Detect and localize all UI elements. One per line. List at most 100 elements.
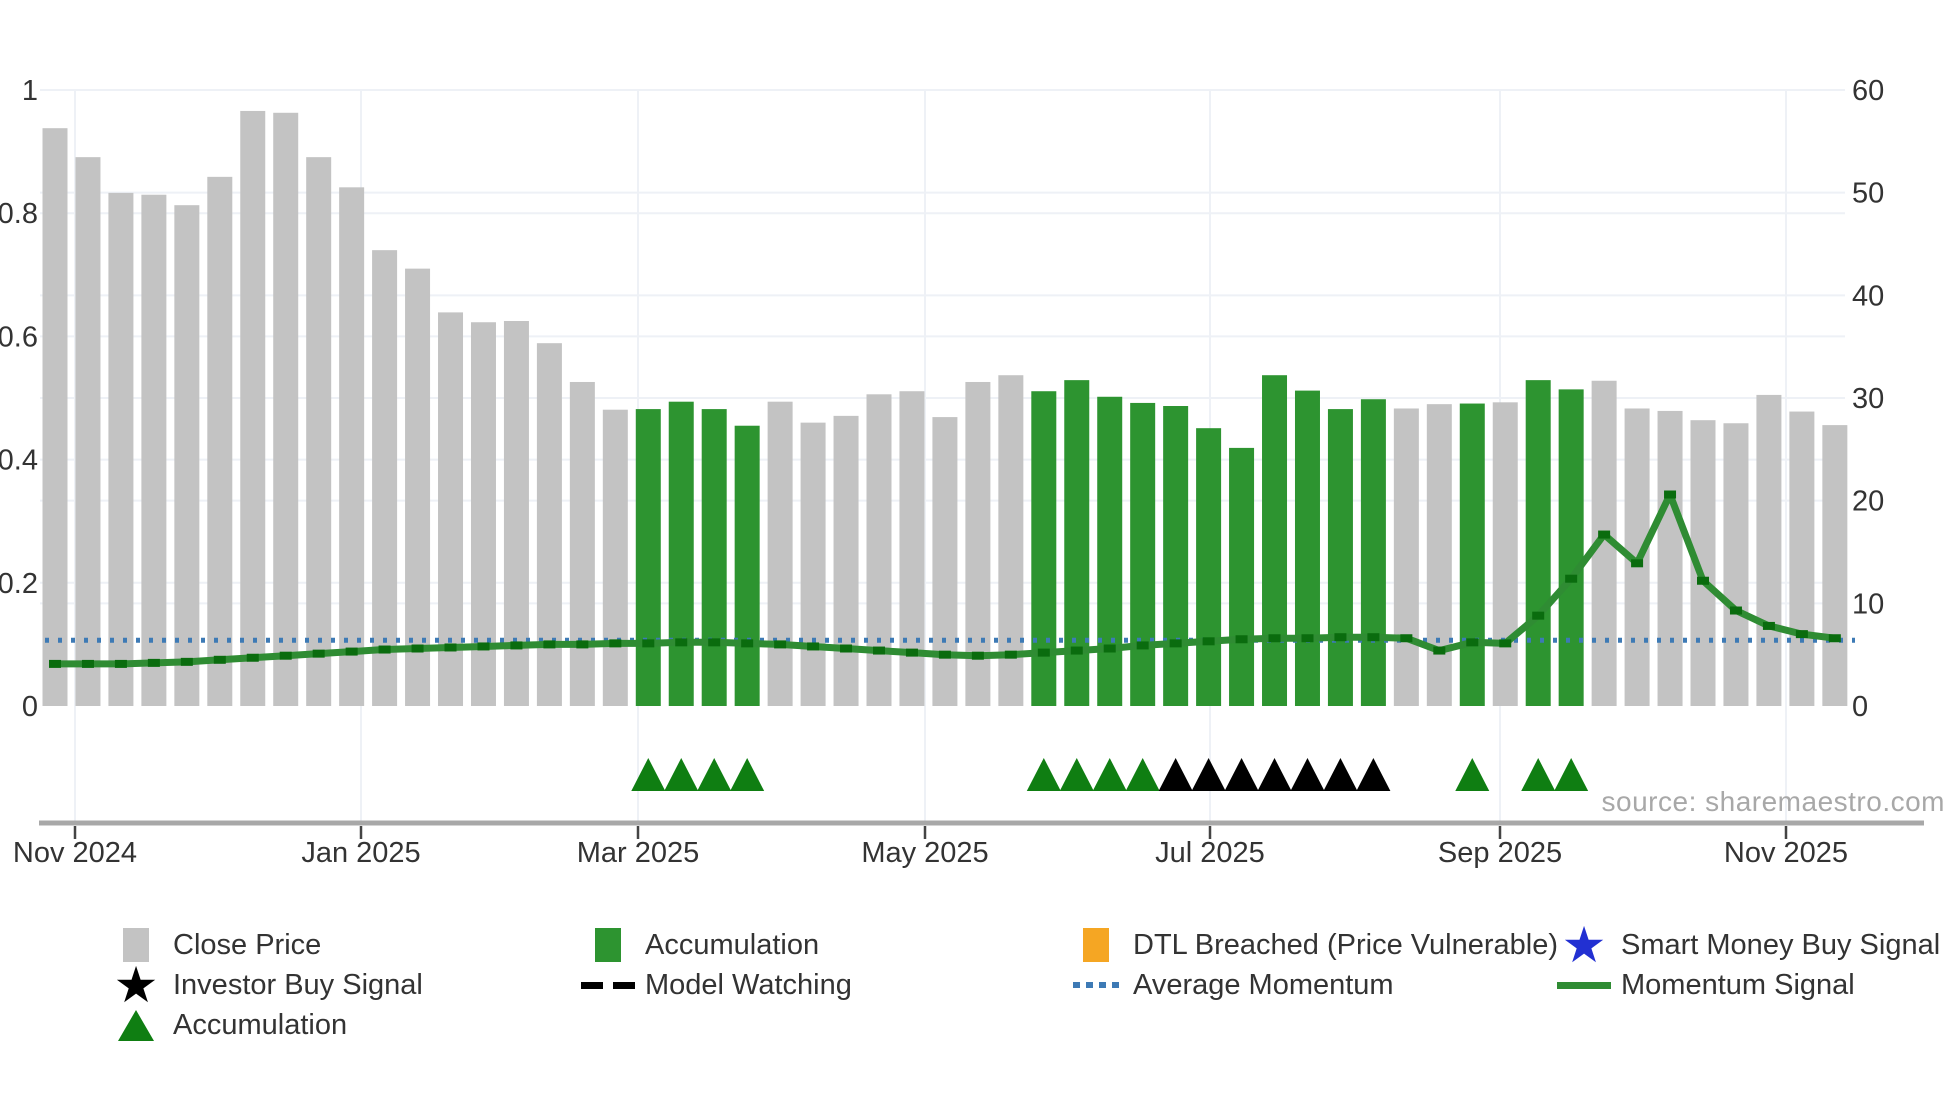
x-tick-label: Mar 2025 bbox=[577, 837, 700, 869]
close-price-bar bbox=[273, 112, 299, 707]
x-tick-label: Sep 2025 bbox=[1438, 837, 1562, 869]
y-right-tick-label: 20 bbox=[1852, 486, 1884, 518]
accumulation-bar bbox=[1262, 375, 1288, 706]
x-tick-label: Jul 2025 bbox=[1155, 837, 1265, 869]
close-price-bar bbox=[108, 192, 134, 706]
investor-buy-triangle-icon bbox=[1257, 758, 1292, 791]
accumulation-triangle-icon bbox=[730, 758, 765, 791]
accumulation-bar bbox=[668, 401, 694, 706]
close-price-bar bbox=[899, 391, 925, 706]
y-axis-left-labels: 0 0.2 0.4 0.6 0.8 1 bbox=[0, 75, 38, 723]
accumulation-bar bbox=[1558, 389, 1584, 706]
close-price-bar bbox=[1426, 404, 1452, 706]
y-left-tick-label: 0 bbox=[22, 691, 38, 723]
legend-item-accumulation-marker: Accumulation bbox=[108, 1004, 347, 1046]
legend-label: Smart Money Buy Signal bbox=[1621, 928, 1941, 961]
legend-label: Average Momentum bbox=[1133, 968, 1394, 1001]
model-watching-dash-icon bbox=[580, 981, 636, 989]
close-price-bar bbox=[1492, 402, 1518, 706]
close-price-bar bbox=[932, 417, 958, 706]
close-price-bar bbox=[372, 250, 398, 706]
accumulation-triangle-icon bbox=[1026, 758, 1061, 791]
accumulation-bar bbox=[1031, 391, 1057, 706]
y-left-tick-label: 1 bbox=[22, 75, 38, 107]
accumulation-bar bbox=[701, 409, 727, 706]
average-momentum-dotted-icon bbox=[1068, 982, 1124, 988]
accumulation-signal-triangles bbox=[631, 758, 1589, 791]
accumulation-bar bbox=[1327, 409, 1353, 706]
accumulation-triangle-icon bbox=[1059, 758, 1094, 791]
close-price-bar bbox=[207, 176, 233, 706]
legend-item-dtl-breached: DTL Breached (Price Vulnerable) bbox=[1068, 924, 1558, 966]
accumulation-bar bbox=[1360, 399, 1386, 706]
legend-item-smart-money-buy-signal: ★ Smart Money Buy Signal bbox=[1556, 917, 1941, 973]
close-price-bar bbox=[536, 343, 562, 706]
close-price-bar bbox=[833, 415, 859, 706]
close-price-bar bbox=[767, 401, 793, 706]
close-price-bar bbox=[1756, 394, 1782, 706]
close-price-bar bbox=[141, 194, 167, 706]
y-right-tick-label: 60 bbox=[1852, 75, 1884, 107]
close-price-bar bbox=[1789, 411, 1815, 706]
close-price-bars bbox=[42, 110, 1848, 707]
accumulation-bar bbox=[734, 425, 760, 706]
legend-item-accumulation-bar: Accumulation bbox=[580, 924, 819, 966]
close-price-bar bbox=[174, 205, 200, 706]
legend-item-average-momentum: Average Momentum bbox=[1068, 964, 1394, 1006]
legend-label: Model Watching bbox=[645, 968, 852, 1001]
accumulation-triangle-icon bbox=[1521, 758, 1556, 791]
legend-item-close-price: Close Price bbox=[108, 924, 321, 966]
accumulation-bar bbox=[1130, 402, 1156, 706]
accumulation-triangle-icon bbox=[1455, 758, 1490, 791]
x-tick-label: May 2025 bbox=[861, 837, 988, 869]
accumulation-bar bbox=[1097, 396, 1123, 706]
legend-label: DTL Breached (Price Vulnerable) bbox=[1133, 928, 1558, 961]
y-right-tick-label: 10 bbox=[1852, 588, 1884, 620]
close-price-swatch bbox=[108, 928, 164, 962]
dtl-breached-swatch bbox=[1068, 928, 1124, 962]
accumulation-triangle-icon bbox=[1554, 758, 1589, 791]
y-left-tick-label: 0.2 bbox=[0, 568, 38, 600]
investor-buy-triangle-icon bbox=[1356, 758, 1391, 791]
x-axis-ticks bbox=[73, 826, 1788, 839]
y-left-tick-label: 0.8 bbox=[0, 198, 38, 230]
accumulation-bar bbox=[1163, 406, 1189, 706]
accumulation-bar bbox=[1459, 403, 1485, 706]
legend-label: Accumulation bbox=[173, 1008, 348, 1041]
close-price-bar bbox=[75, 157, 101, 707]
x-tick-label: Nov 2025 bbox=[1724, 837, 1848, 869]
investor-buy-signal-star-icon: ★ bbox=[113, 957, 159, 1013]
accumulation-bar bbox=[1294, 390, 1320, 706]
close-price-bar bbox=[866, 394, 892, 706]
close-price-bar bbox=[42, 128, 68, 706]
accumulation-bar bbox=[1064, 380, 1090, 706]
x-tick-label: Jan 2025 bbox=[301, 837, 420, 869]
investor-buy-triangle-icon bbox=[1191, 758, 1226, 791]
accumulation-bar bbox=[635, 409, 661, 706]
investor-buy-triangle-icon bbox=[1323, 758, 1358, 791]
accumulation-bar bbox=[1525, 380, 1551, 706]
close-price-bar bbox=[339, 187, 365, 706]
accumulation-triangle-icon bbox=[1092, 758, 1127, 791]
close-price-bar bbox=[1657, 410, 1683, 706]
close-price-bar bbox=[1723, 423, 1749, 706]
legend-label: Momentum Signal bbox=[1621, 968, 1855, 1001]
y-right-tick-label: 40 bbox=[1852, 280, 1884, 312]
legend-item-model-watching: Model Watching bbox=[580, 964, 852, 1006]
close-price-bar bbox=[800, 422, 826, 706]
y-right-tick-label: 30 bbox=[1852, 383, 1884, 415]
close-price-bar bbox=[1393, 408, 1419, 706]
close-price-bar bbox=[240, 110, 266, 707]
investor-buy-triangle-icon bbox=[1158, 758, 1193, 791]
y-left-tick-label: 0.4 bbox=[0, 445, 38, 477]
smart-money-star-icon: ★ bbox=[1561, 917, 1607, 973]
close-price-bar bbox=[306, 157, 332, 707]
momentum-signal-line-icon bbox=[1556, 981, 1612, 989]
accumulation-triangle-icon bbox=[1125, 758, 1160, 791]
accumulation-triangle-icon bbox=[664, 758, 699, 791]
close-price-bar bbox=[1822, 425, 1848, 706]
legend-label: Investor Buy Signal bbox=[173, 968, 423, 1001]
y-axis-right-labels: 0 10 20 30 40 50 60 bbox=[1852, 75, 1884, 723]
